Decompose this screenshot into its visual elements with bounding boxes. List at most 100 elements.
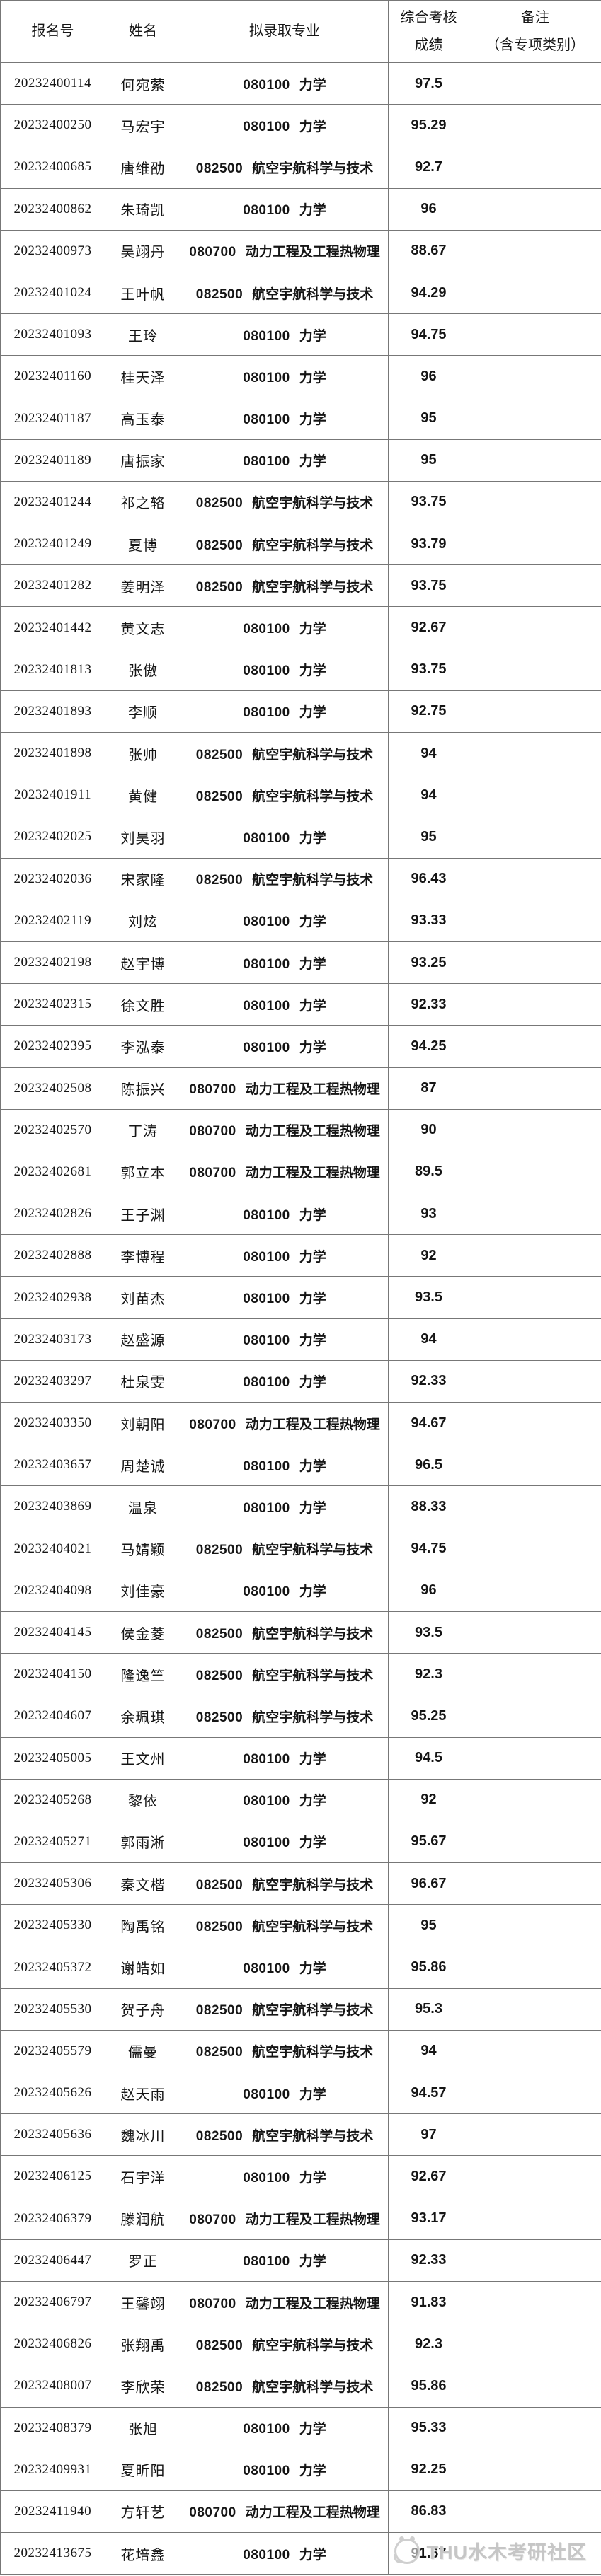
cell-remark (469, 271, 601, 315)
cell-major: 082500 航空宇航科学与技术 (181, 857, 389, 900)
cell-name: 陈振兴 (105, 1067, 181, 1110)
major-code: 080100 (243, 1207, 290, 1223)
table-body: 20232400114 何宛萦 080100 力学 97.5 20232400250 马宏宇… (0, 62, 601, 2575)
cell-score: 96 (388, 355, 469, 398)
cell-major: 082500 航空宇航科学与技术 (181, 1611, 389, 1654)
major-name: 力学 (299, 998, 326, 1014)
cell-name: 赵盛源 (105, 1318, 181, 1361)
cell-remark (469, 1904, 601, 1947)
cell-major: 082500 航空宇航科学与技术 (181, 1653, 389, 1696)
cell-remark (469, 1736, 601, 1780)
table-row: 20232405626 赵天雨 080100 力学 94.57 (0, 2071, 601, 2115)
major-name: 力学 (299, 622, 326, 637)
cell-remark (469, 104, 601, 147)
cell-registration-id: 20232406826 (0, 2323, 105, 2366)
cell-name: 周楚诚 (105, 1444, 181, 1487)
cell-score: 95 (388, 397, 469, 440)
table-row: 20232409931 夏昕阳 080100 力学 92.25 (0, 2448, 601, 2491)
cell-remark (469, 355, 601, 398)
cell-name: 杜泉雯 (105, 1359, 181, 1403)
cell-registration-id: 20232403297 (0, 1359, 105, 1403)
cell-score: 92.33 (388, 1359, 469, 1403)
cell-registration-id: 20232401282 (0, 564, 105, 608)
cell-major: 080100 力学 (181, 313, 389, 356)
cell-remark (469, 1988, 601, 2031)
major-code: 082500 (195, 1668, 244, 1683)
table-row: 20232405268 黎依 080100 力学 92 (0, 1778, 601, 1821)
col-header-major: 拟录取专业 (181, 0, 389, 63)
cell-remark (469, 480, 601, 524)
major-name: 力学 (299, 370, 326, 385)
major-code: 082500 (195, 1626, 244, 1642)
major-name: 力学 (299, 2422, 326, 2437)
table-row: 20232402826 王子渊 080100 力学 93 (0, 1193, 601, 1236)
cell-score: 93.75 (388, 648, 469, 691)
table-row: 20232402036 宋家隆 082500 航空宇航科学与技术 96.43 (0, 857, 601, 900)
cell-major: 080100 力学 (181, 1318, 389, 1361)
cell-major: 080700 动力工程及工程热物理 (181, 2490, 389, 2534)
major-code: 080100 (243, 663, 290, 679)
table-row: 20232408007 李欣荣 082500 航空宇航科学与技术 95.86 (0, 2365, 601, 2408)
table-row: 20232401187 高玉泰 080100 力学 95 (0, 397, 601, 440)
major-name: 力学 (299, 328, 326, 344)
cell-name: 马宏宇 (105, 104, 181, 147)
major-code: 082500 (195, 161, 244, 176)
cell-registration-id: 20232405306 (0, 1862, 105, 1905)
table-row: 20232403173 赵盛源 080100 力学 94 (0, 1318, 601, 1361)
cell-score: 92.67 (388, 606, 469, 649)
cell-name: 高玉泰 (105, 397, 181, 440)
cell-score: 90 (388, 1108, 469, 1151)
cell-name: 张傲 (105, 648, 181, 691)
table-row: 20232402570 丁涛 080700 动力工程及工程热物理 90 (0, 1108, 601, 1151)
cell-major: 080100 力学 (181, 1444, 389, 1487)
cell-score: 93.79 (388, 523, 469, 566)
major-name: 力学 (299, 412, 326, 428)
col-header-score: 综合考核 成绩 (388, 0, 469, 63)
cell-remark (469, 1653, 601, 1696)
cell-remark (469, 2323, 601, 2366)
cell-registration-id: 20232406379 (0, 2197, 105, 2240)
cell-score: 91.67 (388, 2532, 469, 2575)
major-name: 力学 (299, 1040, 326, 1055)
cell-name: 何宛萦 (105, 62, 181, 105)
cell-registration-id: 20232405626 (0, 2071, 105, 2115)
cell-score: 97 (388, 2113, 469, 2157)
table-row: 20232402025 刘昊羽 080100 力学 95 (0, 816, 601, 859)
cell-major: 082500 航空宇航科学与技术 (181, 1862, 389, 1905)
cell-major: 080700 动力工程及工程热物理 (181, 1067, 389, 1110)
cell-name: 王子渊 (105, 1193, 181, 1236)
cell-major: 080100 力学 (181, 1736, 389, 1780)
table-row: 20232401898 张帅 082500 航空宇航科学与技术 94 (0, 731, 601, 775)
cell-registration-id: 20232403657 (0, 1444, 105, 1487)
major-name: 动力工程及工程热物理 (245, 2212, 380, 2228)
major-code: 080700 (189, 1166, 236, 1181)
cell-name: 王叶帆 (105, 271, 181, 315)
major-name: 航空宇航科学与技术 (252, 1877, 374, 1893)
cell-registration-id: 20232402570 (0, 1108, 105, 1151)
cell-major: 082500 航空宇航科学与技术 (181, 523, 389, 566)
cell-name: 侯金菱 (105, 1611, 181, 1654)
cell-score: 96 (388, 1569, 469, 1612)
cell-remark (469, 1318, 601, 1361)
major-name: 力学 (299, 915, 326, 930)
table-row: 20232404021 马婧颖 082500 航空宇航科学与技术 94.75 (0, 1527, 601, 1570)
cell-major: 082500 航空宇航科学与技术 (181, 2323, 389, 2366)
cell-major: 080700 动力工程及工程热物理 (181, 1150, 389, 1194)
cell-major: 080100 力学 (181, 2406, 389, 2449)
cell-score: 94.5 (388, 1736, 469, 1780)
cell-major: 082500 航空宇航科学与技术 (181, 271, 389, 315)
table-row: 20232401244 祁之辂 082500 航空宇航科学与技术 93.75 (0, 480, 601, 524)
table-row: 20232402395 李泓泰 080100 力学 94.25 (0, 1025, 601, 1068)
cell-remark (469, 1401, 601, 1445)
cell-registration-id: 20232402681 (0, 1150, 105, 1194)
cell-score: 94 (388, 2029, 469, 2073)
major-name: 力学 (299, 2464, 326, 2479)
table-row: 20232402681 郭立本 080700 动力工程及工程热物理 89.5 (0, 1150, 601, 1194)
cell-registration-id: 20232401160 (0, 355, 105, 398)
major-code: 080100 (243, 412, 290, 428)
table-row: 20232402888 李博程 080100 力学 92 (0, 1234, 601, 1277)
cell-registration-id: 20232404021 (0, 1527, 105, 1570)
cell-name: 刘炫 (105, 899, 181, 942)
cell-major: 080100 力学 (181, 1234, 389, 1277)
